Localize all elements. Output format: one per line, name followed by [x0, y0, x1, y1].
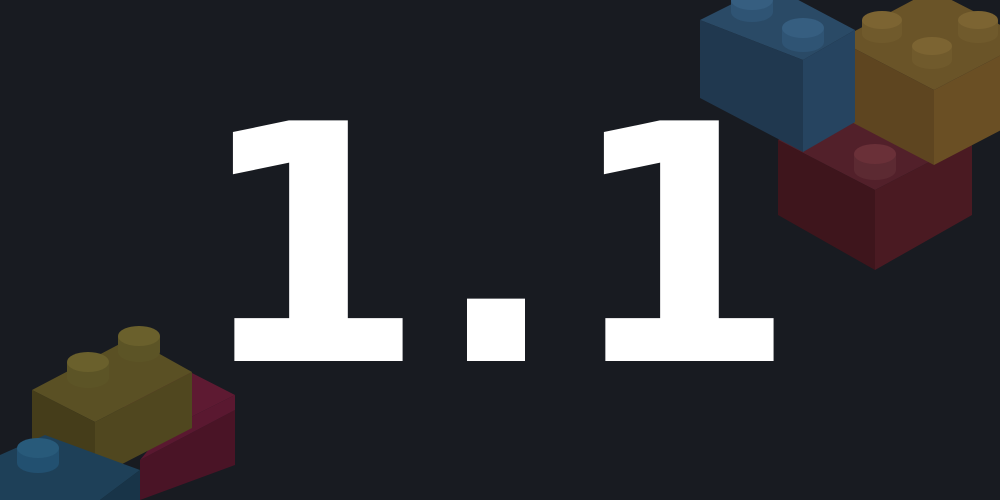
blue-brick-icon — [0, 435, 140, 500]
blue-brick-icon — [700, 0, 855, 152]
version-number: 1.1 — [195, 55, 805, 439]
yellow-brick-icon — [838, 0, 1000, 165]
